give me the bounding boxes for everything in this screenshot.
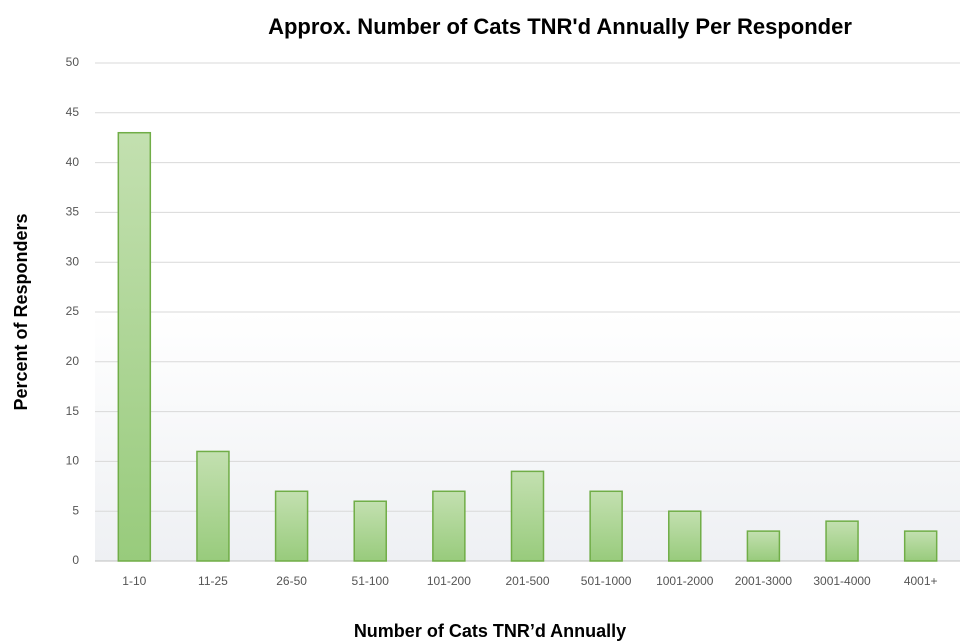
bar [432,490,466,562]
x-tick-label: 3001-4000 [813,574,871,588]
bar [510,470,545,562]
y-tick-label: 0 [72,553,79,567]
y-tick-label: 30 [66,254,80,268]
bar [117,131,152,562]
x-tick-label: 501-1000 [581,574,632,588]
bar [353,500,387,562]
chart-title: Approx. Number of Cats TNR'd Annually Pe… [268,14,852,39]
y-tick-label: 45 [66,105,80,119]
y-axis-label: Percent of Responders [11,213,31,410]
y-tick-label: 10 [66,454,80,468]
x-tick-label: 101-200 [427,574,471,588]
bar [589,490,623,562]
y-tick-label: 15 [66,404,80,418]
bar [274,490,309,562]
bar [668,510,702,562]
y-tick-label: 50 [66,55,80,69]
x-tick-label: 4001+ [904,574,938,588]
x-tick-label: 51-100 [352,574,390,588]
y-tick-label: 40 [66,155,80,169]
bar [746,530,781,562]
bar [825,520,859,562]
bar [196,450,230,562]
x-tick-label: 1-10 [122,574,146,588]
x-tick-label: 1001-2000 [656,574,714,588]
x-tick-label: 11-25 [198,574,228,588]
x-tick-label: 26-50 [276,574,307,588]
bar [903,530,938,562]
x-axis-label: Number of Cats TNR’d Annually [354,621,626,641]
x-tick-label: 2001-3000 [735,574,793,588]
y-tick-label: 5 [72,503,79,517]
x-tick-label: 201-500 [505,574,549,588]
y-tick-label: 35 [66,205,80,219]
y-tick-label: 25 [66,304,80,318]
y-tick-label: 20 [66,354,80,368]
